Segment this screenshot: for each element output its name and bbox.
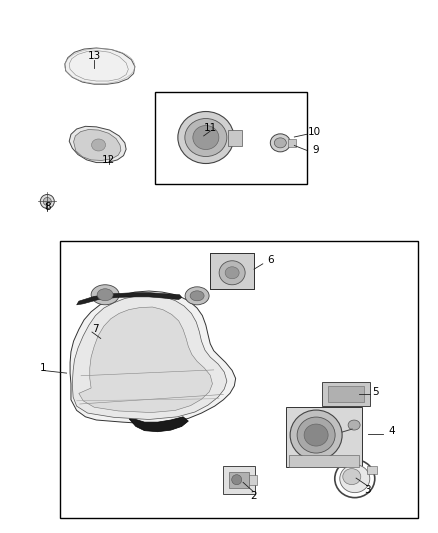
Ellipse shape (343, 469, 361, 484)
Text: 9: 9 (312, 146, 319, 155)
Text: 12: 12 (102, 155, 115, 165)
Ellipse shape (232, 475, 242, 484)
Bar (249, 475, 257, 484)
Polygon shape (70, 291, 236, 424)
Ellipse shape (92, 139, 106, 151)
Ellipse shape (190, 291, 204, 301)
Polygon shape (129, 417, 188, 432)
Bar (286, 407, 362, 467)
Polygon shape (74, 130, 121, 160)
Ellipse shape (270, 134, 290, 152)
Bar (155, 92, 307, 184)
Polygon shape (65, 48, 135, 84)
Ellipse shape (185, 287, 209, 305)
Ellipse shape (43, 197, 51, 206)
Ellipse shape (219, 261, 245, 285)
Text: 7: 7 (92, 325, 99, 334)
Ellipse shape (91, 285, 119, 305)
Bar (210, 253, 254, 289)
Text: 4: 4 (389, 426, 396, 435)
Polygon shape (72, 295, 227, 419)
Text: 1: 1 (39, 363, 46, 373)
Text: 11: 11 (204, 123, 217, 133)
Bar (288, 139, 297, 147)
Ellipse shape (178, 111, 234, 164)
Ellipse shape (225, 266, 239, 279)
Text: 6: 6 (267, 255, 274, 264)
Bar (289, 455, 359, 467)
Bar (322, 382, 370, 407)
Bar (328, 386, 364, 402)
Ellipse shape (193, 125, 219, 150)
Ellipse shape (290, 410, 342, 460)
Ellipse shape (340, 465, 370, 492)
Ellipse shape (304, 424, 328, 446)
Ellipse shape (97, 289, 113, 301)
Ellipse shape (274, 138, 286, 148)
Ellipse shape (40, 195, 54, 208)
Text: 13: 13 (88, 51, 101, 61)
Polygon shape (69, 126, 126, 163)
Polygon shape (79, 307, 212, 413)
Bar (367, 466, 377, 474)
Ellipse shape (348, 420, 360, 430)
Polygon shape (77, 293, 182, 305)
Text: 10: 10 (308, 127, 321, 137)
Bar (229, 472, 249, 488)
Ellipse shape (185, 118, 227, 157)
Bar (228, 130, 242, 146)
Bar (210, 253, 254, 289)
Bar (60, 241, 418, 518)
Ellipse shape (297, 417, 335, 453)
Text: 2: 2 (250, 491, 257, 500)
Text: 3: 3 (364, 486, 371, 495)
Bar (223, 466, 255, 494)
Text: 5: 5 (372, 387, 379, 397)
Text: 8: 8 (44, 202, 51, 212)
